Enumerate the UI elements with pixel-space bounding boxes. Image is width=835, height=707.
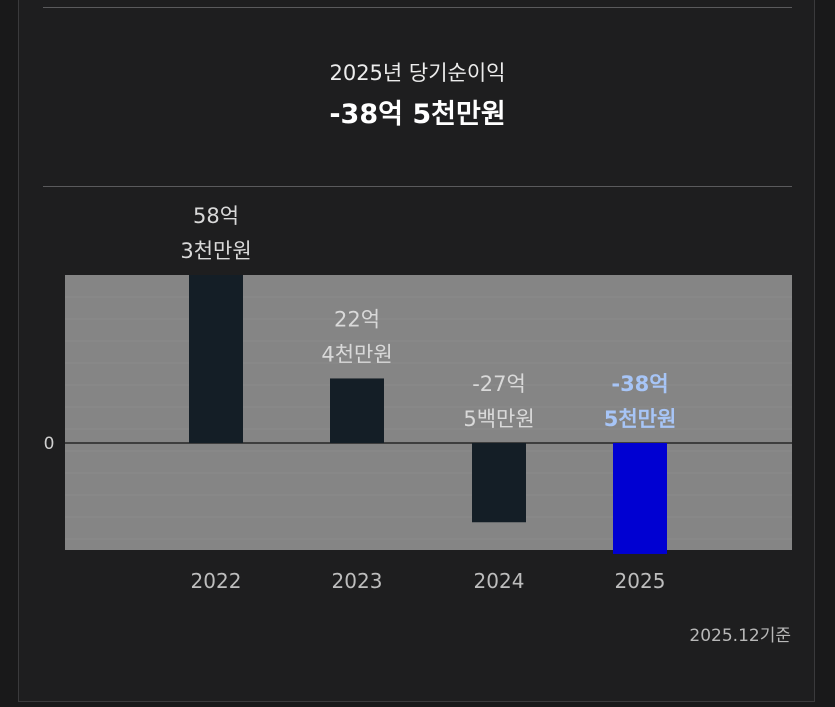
header-divider [43, 186, 792, 187]
x-tick-label-2025: 2025 [615, 569, 666, 593]
data-label-2023-line2: 4천만원 [321, 342, 392, 366]
data-label-2025-line2: 5천만원 [604, 407, 677, 431]
x-tick-label-2023: 2023 [332, 569, 383, 593]
x-tick-label-2022: 2022 [191, 569, 242, 593]
plot-area [65, 275, 792, 550]
bar-2023 [330, 378, 384, 443]
summary-subtitle: 2025년 당기순이익 [329, 61, 506, 85]
bar-2022 [189, 275, 243, 443]
footnote: 2025.12기준 [689, 626, 791, 646]
data-label-2022-line1: 58억 [193, 204, 239, 228]
data-label-2022-line2: 3천만원 [180, 239, 251, 263]
x-tick-label-2024: 2024 [474, 569, 525, 593]
data-label-2023-line1: 22억 [334, 307, 380, 331]
summary-value: -38억 5천만원 [329, 99, 506, 130]
y-tick-label-0: 0 [44, 434, 55, 454]
data-label-2025-line1: -38억 [611, 372, 668, 396]
bar-2025 [613, 443, 667, 554]
top-divider [43, 7, 792, 8]
bar-2024 [472, 443, 526, 523]
data-label-2024-line2: 5백만원 [463, 407, 534, 431]
data-label-2024-line1: -27억 [472, 372, 526, 396]
